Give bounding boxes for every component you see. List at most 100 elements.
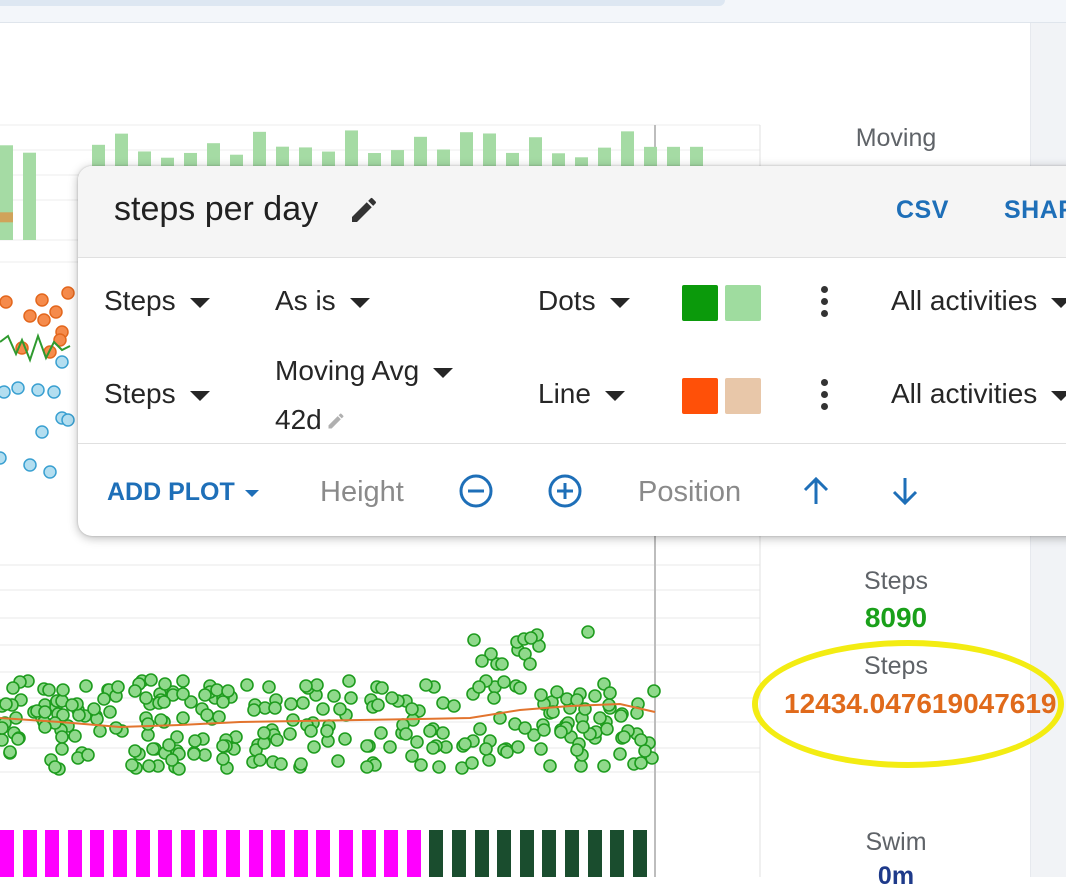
- row1-metric-label: Steps: [104, 285, 176, 316]
- steps-dot: [97, 692, 111, 706]
- steps-dot: [170, 730, 184, 744]
- steps-dot: [87, 702, 101, 716]
- steps-dot: [482, 753, 496, 767]
- steps-dot: [216, 739, 230, 753]
- row2-transform-select[interactable]: Moving Avg: [275, 355, 454, 387]
- steps-dot: [426, 741, 440, 755]
- row1-secondary-color-swatch[interactable]: [725, 285, 761, 321]
- steps-dot: [410, 735, 424, 749]
- activity-type-bar: [113, 830, 127, 877]
- steps-dot: [79, 679, 93, 693]
- row2-window-input[interactable]: 42d: [275, 404, 322, 436]
- row1-metric-select[interactable]: Steps: [104, 285, 210, 317]
- steps-dot: [176, 711, 190, 725]
- steps-dot: [247, 703, 261, 717]
- decrease-height-icon[interactable]: [456, 471, 496, 511]
- row1-more-menu-icon[interactable]: [821, 286, 829, 318]
- steps-dot: [513, 681, 527, 695]
- arrow-up-icon[interactable]: [796, 471, 836, 511]
- panel-title: steps per day: [114, 190, 319, 228]
- steps-dot: [436, 696, 450, 710]
- activity-type-bar: [68, 830, 82, 877]
- activity-type-bar: [294, 830, 308, 877]
- steps-dot: [55, 730, 69, 744]
- steps-dot: [493, 711, 507, 725]
- steps-dot: [142, 759, 156, 773]
- steps-dot: [436, 726, 450, 740]
- steps-dot: [221, 684, 235, 698]
- arrow-down-icon[interactable]: [885, 471, 925, 511]
- activity-type-bar: [452, 830, 466, 877]
- activity-type-bar: [362, 830, 376, 877]
- steps-dot: [286, 713, 300, 727]
- row2-metric-select[interactable]: Steps: [104, 378, 210, 410]
- steps-dot: [432, 760, 446, 774]
- steps-dot: [240, 678, 254, 692]
- chevron-down-icon: [609, 297, 630, 308]
- steps-dot: [597, 759, 611, 773]
- steps-dot: [423, 724, 437, 738]
- steps-dot: [0, 721, 9, 735]
- steps-dot: [570, 693, 584, 707]
- activity-bar: [0, 145, 13, 240]
- row1-style-select[interactable]: Dots: [538, 285, 630, 317]
- row2-more-menu-icon[interactable]: [821, 379, 829, 411]
- steps-dot: [158, 677, 172, 691]
- row1-activities-select[interactable]: All activities: [891, 285, 1066, 317]
- chevron-down-icon: [1051, 390, 1066, 401]
- steps-dot: [42, 683, 56, 697]
- csv-button[interactable]: CSV: [896, 196, 949, 224]
- blue-dot: [23, 458, 37, 472]
- row2-primary-color-swatch[interactable]: [682, 378, 718, 414]
- steps-dot: [109, 721, 123, 735]
- chevron-down-icon: [189, 390, 210, 401]
- steps-dot: [534, 742, 548, 756]
- edit-title-icon[interactable]: [348, 194, 380, 226]
- blue-dot: [35, 425, 49, 439]
- row2-secondary-color-swatch[interactable]: [725, 378, 761, 414]
- steps-dot: [473, 722, 487, 736]
- steps-dot: [331, 754, 345, 768]
- steps-dot: [467, 633, 481, 647]
- activity-type-bar: [249, 830, 263, 877]
- steps-dot: [3, 745, 17, 759]
- steps-dot: [56, 708, 70, 722]
- activity-type-bar: [203, 830, 217, 877]
- steps-dot: [162, 738, 176, 752]
- steps-dot: [414, 758, 428, 772]
- row1-primary-color-swatch[interactable]: [682, 285, 718, 321]
- steps-dot: [472, 680, 486, 694]
- activity-type-bar: [0, 830, 14, 877]
- steps-dot: [495, 657, 509, 671]
- chevron-down-icon: [1051, 297, 1066, 308]
- steps-dot: [537, 723, 551, 737]
- steps-dot: [534, 688, 548, 702]
- edit-window-icon[interactable]: [326, 411, 346, 431]
- steps-dot: [371, 698, 385, 712]
- row2-activities-select[interactable]: All activities: [891, 378, 1066, 410]
- row2-transform-label: Moving Avg: [275, 355, 420, 386]
- steps-dot: [479, 742, 493, 756]
- stat-steps-value: 8090: [864, 602, 928, 633]
- steps-dot: [141, 717, 155, 731]
- steps-dot: [68, 729, 82, 743]
- steps-dot: [253, 753, 267, 767]
- activity-type-bar: [429, 830, 443, 877]
- steps-dot: [570, 743, 584, 757]
- orange-dot: [37, 313, 51, 327]
- add-plot-button[interactable]: ADD PLOT: [107, 478, 259, 507]
- chevron-down-icon: [604, 390, 625, 401]
- row1-style-label: Dots: [538, 285, 596, 316]
- steps-dot: [268, 701, 282, 715]
- share-button[interactable]: SHAR: [1004, 196, 1066, 224]
- steps-dot: [588, 689, 602, 703]
- steps-dot: [399, 727, 413, 741]
- row2-style-select[interactable]: Line: [538, 378, 625, 410]
- row1-transform-select[interactable]: As is: [275, 285, 370, 317]
- steps-dot: [0, 697, 13, 711]
- steps-dot: [546, 705, 560, 719]
- steps-dot: [128, 744, 142, 758]
- activity-type-bar: [610, 830, 624, 877]
- steps-dot: [574, 759, 588, 773]
- increase-height-icon[interactable]: [545, 471, 585, 511]
